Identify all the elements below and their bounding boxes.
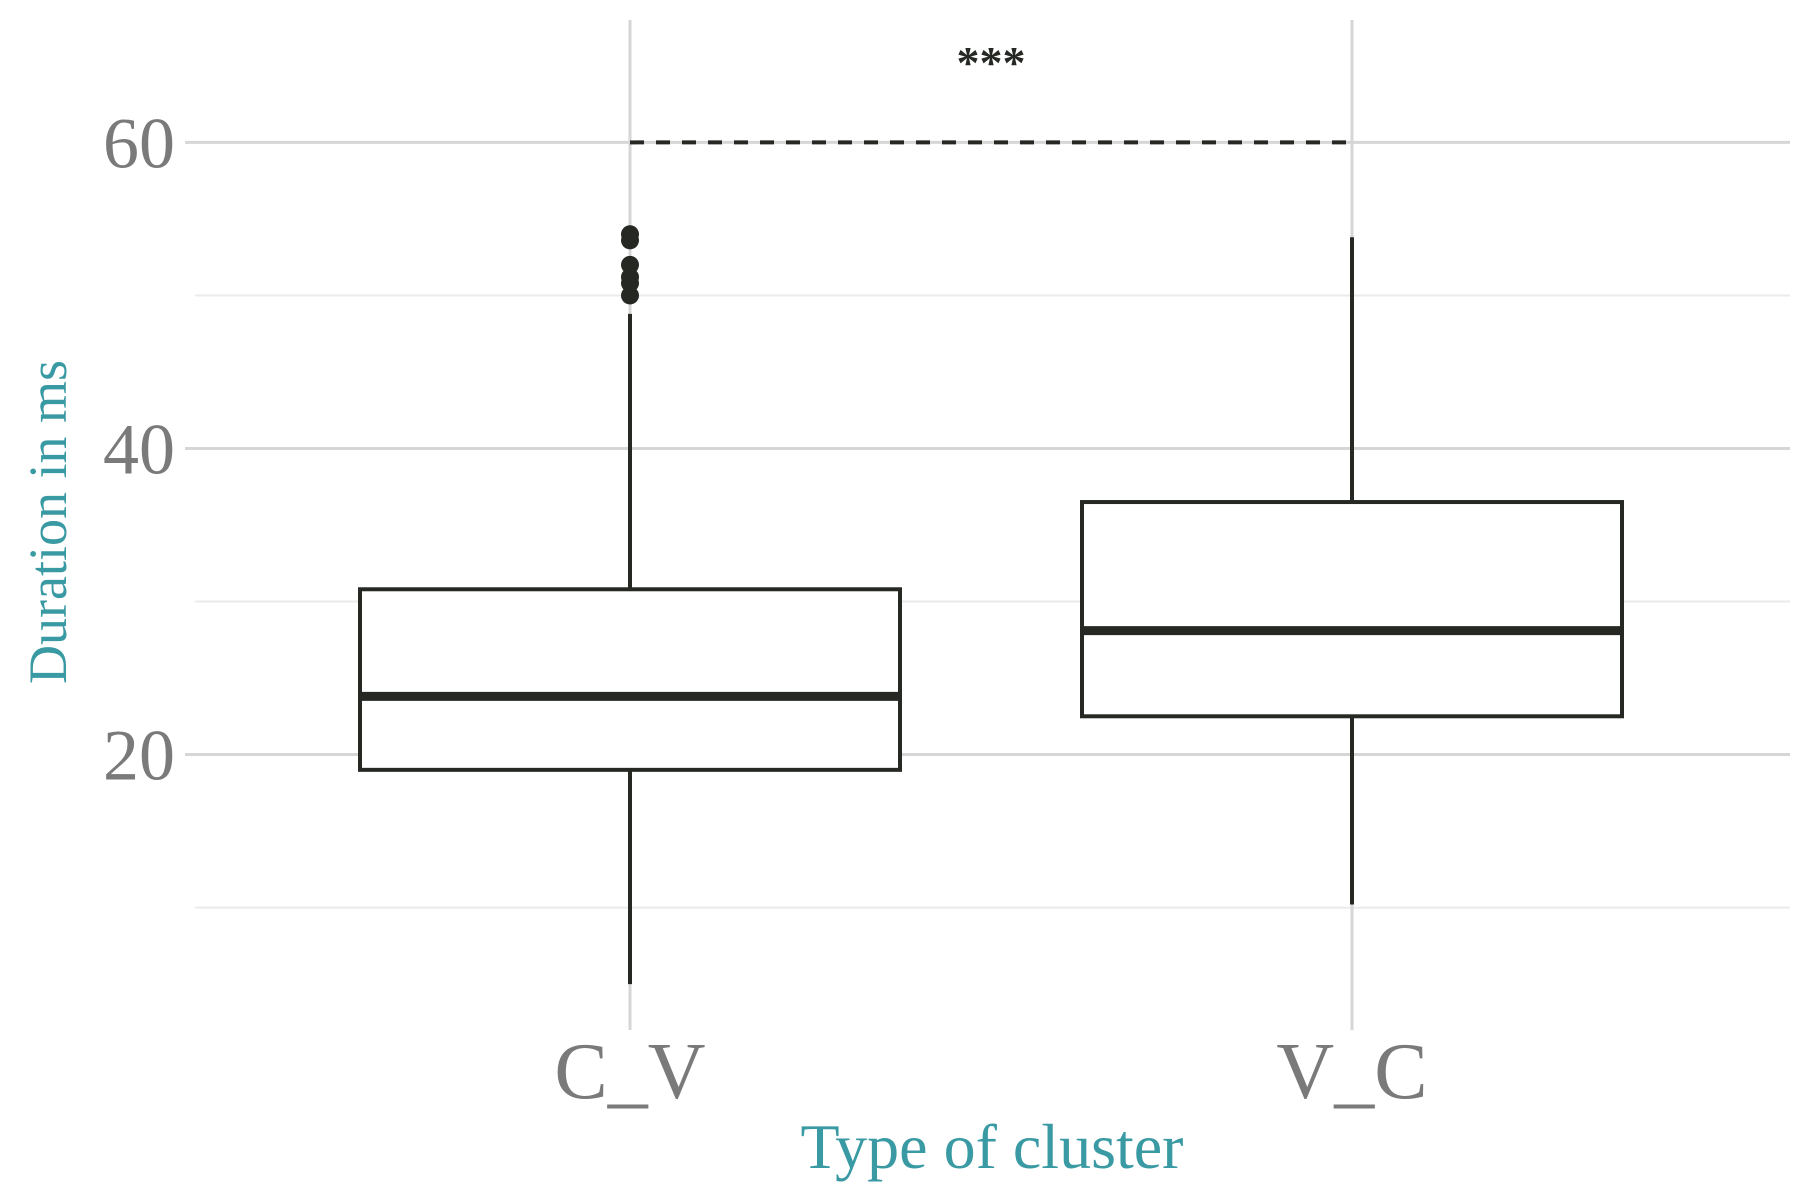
y-axis-title: Duration in ms <box>18 360 78 684</box>
y-tick-label: 20 <box>103 716 175 796</box>
y-tick-label: 40 <box>103 409 175 489</box>
x-tick-label: C_V <box>554 1028 705 1116</box>
box-V_C <box>1080 500 1624 719</box>
x-tick-label: V_C <box>1276 1028 1427 1116</box>
box-C_V <box>358 587 902 772</box>
y-tick-label: 60 <box>103 103 175 183</box>
significance-label: *** <box>957 37 1026 88</box>
outlier-point <box>621 225 639 244</box>
outlier-point <box>621 255 639 274</box>
x-axis-title: Type of cluster <box>801 1111 1184 1182</box>
